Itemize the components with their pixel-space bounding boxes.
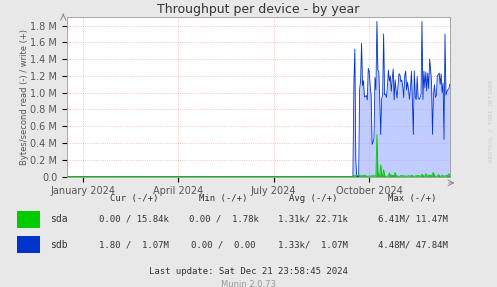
Text: Last update: Sat Dec 21 23:58:45 2024: Last update: Sat Dec 21 23:58:45 2024 <box>149 267 348 276</box>
Text: RRDTOOL / TOBI OETIKER: RRDTOOL / TOBI OETIKER <box>489 79 494 162</box>
Text: sdb: sdb <box>50 240 67 249</box>
Text: Min (-/+): Min (-/+) <box>199 193 248 203</box>
Text: Cur (-/+): Cur (-/+) <box>110 193 159 203</box>
Text: Max (-/+): Max (-/+) <box>388 193 437 203</box>
Text: Avg (-/+): Avg (-/+) <box>289 193 337 203</box>
Text: 0.00 /  1.78k: 0.00 / 1.78k <box>189 215 258 224</box>
Text: 0.00 /  0.00: 0.00 / 0.00 <box>191 240 256 249</box>
Text: 1.33k/  1.07M: 1.33k/ 1.07M <box>278 240 348 249</box>
Text: sda: sda <box>50 214 67 224</box>
Title: Throughput per device - by year: Throughput per device - by year <box>157 3 360 16</box>
Text: Munin 2.0.73: Munin 2.0.73 <box>221 280 276 287</box>
Text: 4.48M/ 47.84M: 4.48M/ 47.84M <box>378 240 447 249</box>
Text: 6.41M/ 11.47M: 6.41M/ 11.47M <box>378 215 447 224</box>
Text: 0.00 / 15.84k: 0.00 / 15.84k <box>99 215 169 224</box>
Bar <box>17 211 40 228</box>
Text: 1.80 /  1.07M: 1.80 / 1.07M <box>99 240 169 249</box>
Y-axis label: Bytes/second read (-) / write (+): Bytes/second read (-) / write (+) <box>20 29 29 165</box>
Bar <box>17 236 40 253</box>
Text: 1.31k/ 22.71k: 1.31k/ 22.71k <box>278 215 348 224</box>
